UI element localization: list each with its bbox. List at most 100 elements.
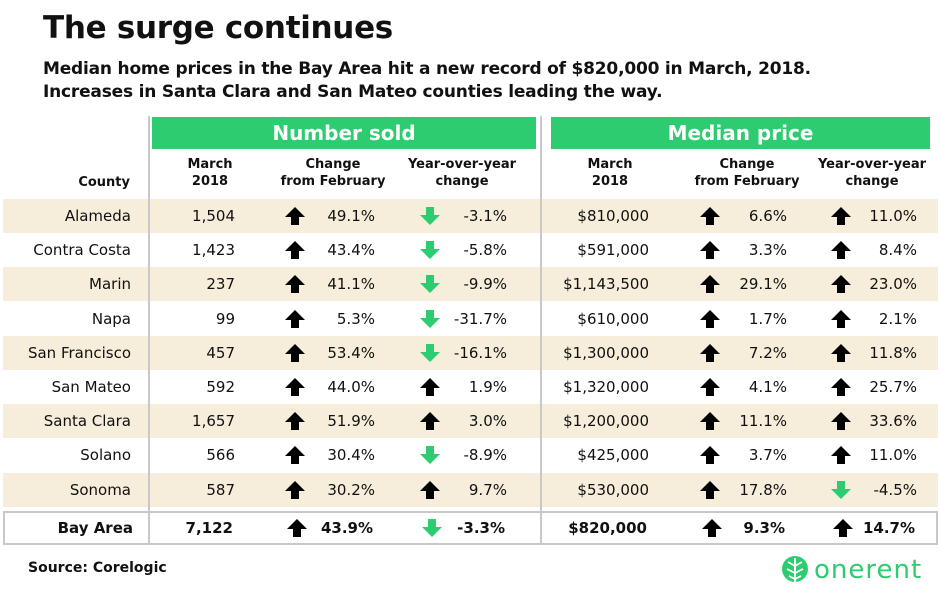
county-name: Sonoma (69, 480, 131, 499)
price-yoy-value: 11.0% (869, 207, 917, 225)
col-header-line: March (587, 157, 633, 172)
table-row: Sonoma 587 30.2% 9.7% $530,000 17.8% -4.5% (3, 472, 938, 507)
col-header-sold-change: Change from February (268, 156, 398, 190)
sold-chg-value: 43.4% (327, 241, 375, 260)
arrow-down-icon (831, 480, 851, 499)
col-header-sold-march: March 2018 (150, 156, 270, 190)
county-name: San Francisco (27, 343, 131, 362)
price-chg-value: 29.1% (739, 275, 787, 294)
arrow-down-icon (420, 446, 440, 465)
arrow-up-icon (831, 378, 851, 396)
table-row: San Francisco 457 53.4% -16.1% $1,300,000 7.2… (3, 335, 938, 370)
sold-yoy-value: 3.0% (468, 412, 507, 431)
sold-value: 587 (206, 480, 235, 499)
arrow-up-icon (285, 480, 305, 499)
arrow-up-icon (285, 343, 305, 362)
sold-yoy-value: 9.7% (468, 480, 507, 499)
price-yoy-value: 11.0% (869, 446, 917, 465)
subtitle-line-1: Median home prices in the Bay Area hit a… (43, 59, 811, 79)
price-value: $530,000 (577, 480, 649, 499)
col-header-line: from February (280, 174, 386, 189)
sold-chg-value: 30.2% (327, 480, 375, 499)
price-yoy-value: 25.7% (869, 378, 917, 396)
sold-value: 592 (206, 378, 235, 396)
table-row: Santa Clara 1,657 51.9% 3.0% $1,200,000 11.1%… (3, 404, 938, 439)
source-note: Source: Corelogic (28, 560, 167, 576)
arrow-up-icon (285, 412, 305, 431)
sold-chg-value: 51.9% (327, 412, 375, 431)
arrow-up-icon (420, 412, 440, 431)
col-header-line: Change (305, 157, 361, 172)
price-value: $425,000 (577, 446, 649, 465)
col-header-line: change (435, 174, 489, 189)
chart-title: The surge continues (43, 10, 393, 46)
price-chg-value: 3.3% (748, 241, 787, 260)
price-value: $591,000 (577, 241, 649, 260)
price-value: $610,000 (577, 309, 649, 328)
sold-yoy-value: -9.9% (463, 275, 507, 294)
group-header-median-price: Median price (551, 117, 930, 149)
price-value: $1,200,000 (563, 412, 649, 431)
arrow-down-icon (420, 275, 440, 294)
price-yoy-value: 8.4% (878, 241, 917, 260)
sold-value: 237 (206, 275, 235, 294)
chart-subtitle: Median home prices in the Bay Area hit a… (43, 58, 811, 104)
sold-yoy-value: -3.3% (457, 518, 505, 537)
table-row: Napa 99 5.3% -31.7% $610,000 1.7% 2.1% (3, 302, 938, 336)
arrow-up-icon (700, 207, 720, 225)
arrow-up-icon (700, 378, 720, 396)
col-header-line: 2018 (591, 174, 629, 189)
arrow-up-icon (702, 518, 722, 537)
sold-yoy-value: -31.7% (453, 309, 507, 328)
col-header-price-change: Change from February (682, 156, 812, 190)
price-yoy-value: -4.5% (873, 480, 917, 499)
col-header-sold-yoy: Year-over-year change (397, 156, 527, 190)
table-row: Marin 237 41.1% -9.9% $1,143,500 29.1% 23.0% (3, 267, 938, 302)
price-yoy-value: 11.8% (869, 343, 917, 362)
sold-chg-value: 53.4% (327, 343, 375, 362)
table-row: Solano 566 30.4% -8.9% $425,000 3.7% 11.0% (3, 438, 938, 472)
county-name: Bay Area (57, 518, 133, 537)
sold-value: 1,504 (192, 207, 235, 225)
county-name: Napa (91, 309, 131, 328)
subtitle-line-2: Increases in Santa Clara and San Mateo c… (43, 82, 663, 102)
col-header-county: County (40, 174, 130, 191)
arrow-up-icon (833, 518, 853, 537)
arrow-down-icon (420, 207, 440, 225)
price-chg-value: 6.6% (748, 207, 787, 225)
price-yoy-value: 14.7% (862, 518, 915, 537)
price-value: $810,000 (577, 207, 649, 225)
col-header-line: from February (694, 174, 800, 189)
arrow-up-icon (831, 207, 851, 225)
sold-chg-value: 44.0% (327, 378, 375, 396)
price-chg-value: 11.1% (739, 412, 787, 431)
arrow-up-icon (700, 343, 720, 362)
sold-yoy-value: -3.1% (463, 207, 507, 225)
sold-chg-value: 41.1% (327, 275, 375, 294)
price-chg-value: 9.3% (743, 518, 785, 537)
table-total-row: Bay Area 7,122 43.9% -3.3% $820,000 9.3% 14.7% (3, 510, 938, 545)
arrow-up-icon (287, 518, 307, 537)
arrow-up-icon (700, 309, 720, 328)
sold-value: 457 (206, 343, 235, 362)
brand-name: onerent (814, 555, 923, 585)
arrow-up-icon (700, 480, 720, 499)
price-chg-value: 1.7% (748, 309, 787, 328)
price-value: $1,320,000 (563, 378, 649, 396)
sold-value: 1,423 (192, 241, 235, 260)
sold-value: 99 (215, 309, 235, 328)
sold-yoy-value: -8.9% (463, 446, 507, 465)
price-value: $820,000 (568, 518, 647, 537)
sold-chg-value: 30.4% (327, 446, 375, 465)
sold-yoy-value: 1.9% (468, 378, 507, 396)
arrow-up-icon (420, 480, 440, 499)
col-header-line: Year-over-year (817, 157, 927, 172)
sold-chg-value: 49.1% (327, 207, 375, 225)
arrow-up-icon (700, 241, 720, 260)
arrow-down-icon (420, 343, 440, 362)
column-divider (148, 116, 150, 544)
col-header-line: 2018 (191, 174, 229, 189)
arrow-up-icon (420, 378, 440, 396)
arrow-up-icon (700, 275, 720, 294)
arrow-up-icon (831, 446, 851, 465)
